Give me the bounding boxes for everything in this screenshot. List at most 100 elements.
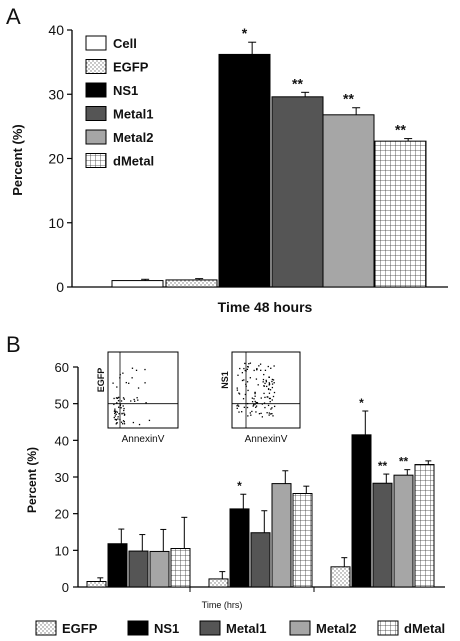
inset-event-dot [256, 368, 258, 371]
inset-event-dot [241, 411, 243, 413]
inset-event-dot [123, 421, 125, 423]
inset-event-dot [253, 403, 255, 405]
panel-b-bar [271, 483, 292, 588]
inset-event-dot [244, 393, 247, 396]
inset-event-dot [257, 384, 259, 386]
inset-event-dot [260, 397, 262, 399]
inset-event-dot [238, 392, 240, 394]
panel-b-ylabel: Percent (%) [25, 447, 39, 513]
inset-event-dot [116, 402, 118, 404]
inset-event-dot [266, 412, 268, 414]
inset-event-dot [267, 404, 270, 407]
panel-a-bar [374, 140, 427, 288]
inset-event-dot [122, 372, 124, 374]
inset-event-dot [267, 388, 270, 391]
inset-event-dot [268, 414, 270, 416]
inset-event-dot [251, 401, 254, 403]
inset-event-dot [237, 405, 240, 407]
inset-event-dot [116, 386, 118, 388]
panel-b: B Percent (%) Time (hrs) 0 10 20 30 40 50 60 *… [6, 332, 445, 636]
inset-event-dot [115, 423, 117, 425]
inset-event-dot [148, 419, 151, 422]
panel-b-ytick-label: 40 [55, 433, 69, 448]
inset-event-dot [248, 363, 250, 365]
inset-event-dot [263, 373, 265, 376]
panel-b-significance: ** [399, 455, 409, 469]
panel-a-xlabel: Time 48 hours [218, 299, 313, 315]
inset-event-dot [271, 412, 273, 415]
inset-event-dot [270, 367, 272, 369]
inset-event-dot [116, 411, 118, 413]
inset-event-dot [120, 407, 122, 409]
inset-event-dot [268, 384, 270, 386]
inset-event-dot [263, 402, 266, 404]
flow-cytometry-inset [231, 351, 301, 429]
inset-event-dot [268, 397, 271, 400]
inset-event-dot [236, 389, 239, 391]
inset-event-dot [117, 397, 119, 399]
inset-event-dot [268, 376, 270, 378]
inset-event-dot [269, 389, 272, 391]
panel-a-y-ticks: 0 10 20 30 40 [48, 22, 72, 295]
panel-a-legend-label: dMetal [113, 154, 154, 169]
inset-event-dot [134, 400, 136, 402]
inset-event-dot [253, 404, 255, 406]
inset-event-dot [256, 402, 259, 404]
inset-event-dot [263, 385, 266, 387]
inset-event-dot [120, 400, 123, 402]
inset-event-dot [117, 418, 119, 420]
panel-a-bar [165, 279, 218, 288]
inset-vertical-label: EGFP [96, 368, 106, 393]
inset-event-dot [265, 381, 268, 383]
inset-event-dot [238, 393, 241, 395]
panel-a-legend-swatch [85, 35, 107, 51]
inset-event-dot [115, 410, 117, 413]
panel-a-legend: Cell EGFP NS1 Metal1 Metal2 dMetal [85, 35, 154, 169]
panel-a-legend-swatch [85, 129, 107, 145]
inset-event-dot [123, 413, 126, 416]
panel-b-label: B [6, 332, 21, 357]
inset-event-dot [263, 392, 265, 395]
inset-event-dot [273, 365, 275, 367]
panel-b-bar [414, 464, 435, 588]
inset-event-dot [246, 368, 249, 371]
inset-event-dot [144, 368, 146, 371]
inset-event-dot [249, 412, 251, 414]
inset-vertical-label: NS1 [220, 371, 230, 389]
panel-b-bar [107, 543, 128, 588]
inset-event-dot [122, 420, 125, 422]
panel-b-legend-label: Metal2 [316, 621, 356, 636]
panel-a-ylabel: Percent (%) [10, 124, 25, 196]
panel-b-bar [170, 548, 191, 588]
inset-event-dot [271, 383, 274, 385]
panel-a-legend-label: Cell [113, 36, 137, 51]
inset-event-dot [260, 369, 262, 371]
inset-event-dot [270, 408, 272, 410]
inset-event-dot [267, 365, 269, 368]
inset-event-dot [135, 369, 138, 371]
panel-b-significance: ** [378, 459, 388, 473]
panel-b-ytick-label: 10 [55, 543, 69, 558]
panel-b-bar [208, 578, 229, 588]
inset-event-dot [131, 377, 133, 379]
inset-event-dot [262, 378, 265, 381]
panel-a-label: A [6, 4, 21, 29]
panel-b-legend-swatch [289, 620, 311, 636]
inset-event-dot [117, 400, 120, 402]
inset-event-dot [118, 413, 120, 415]
inset-event-dot [271, 378, 274, 381]
panel-b-significance: * [237, 479, 242, 493]
inset-event-dot [255, 405, 258, 407]
inset-event-dot [122, 397, 125, 399]
inset-event-dot [244, 369, 246, 372]
panel-b-ytick-label: 20 [55, 507, 69, 522]
inset-event-dot [113, 403, 115, 406]
panel-b-bar [250, 532, 271, 588]
panel-b-bar [128, 550, 149, 588]
inset-event-dot [266, 385, 268, 388]
inset-event-dot [254, 400, 256, 403]
panel-b-bar [292, 493, 313, 588]
inset-event-dot [255, 402, 257, 404]
inset-event-dot [271, 399, 273, 401]
